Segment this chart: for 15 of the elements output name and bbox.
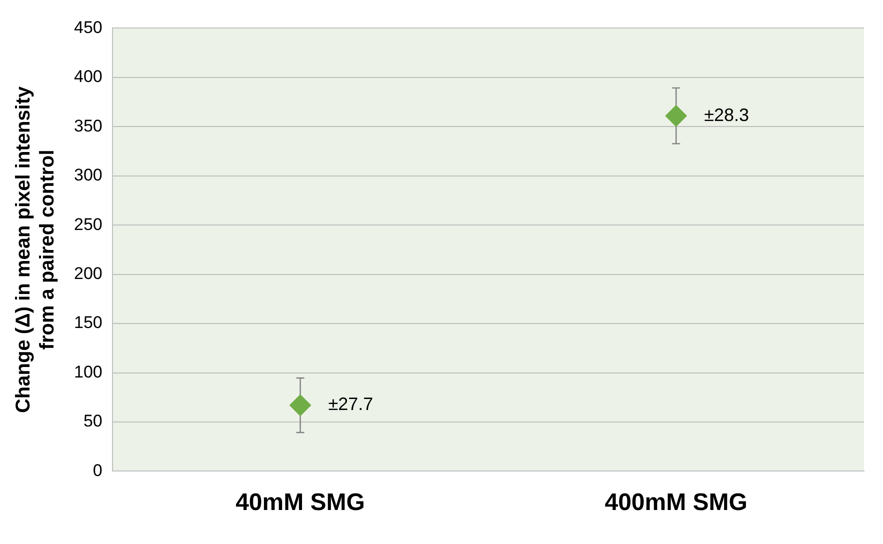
y-tick-label: 100 <box>74 362 102 382</box>
y-tick-label: 350 <box>74 116 102 136</box>
x-tick-label: 400mM SMG <box>604 489 748 516</box>
y-tick-label: 0 <box>92 460 102 480</box>
y-tick-label: 300 <box>74 166 102 185</box>
y-tick-label: 450 <box>74 18 102 37</box>
y-tick-label: 50 <box>83 412 102 431</box>
y-axis-title: Change (Δ) in mean pixel intensity from a paired control <box>12 86 59 414</box>
x-tick-label: 40mM SMG <box>236 489 365 516</box>
annotation: ±27.7 <box>328 394 374 414</box>
annotation: ±28.3 <box>704 104 750 125</box>
y-tick-label: 400 <box>74 67 102 86</box>
y-tick-label: 150 <box>74 313 102 332</box>
y-tick-label: 250 <box>74 214 102 234</box>
y-tick-label: 200 <box>74 264 102 283</box>
